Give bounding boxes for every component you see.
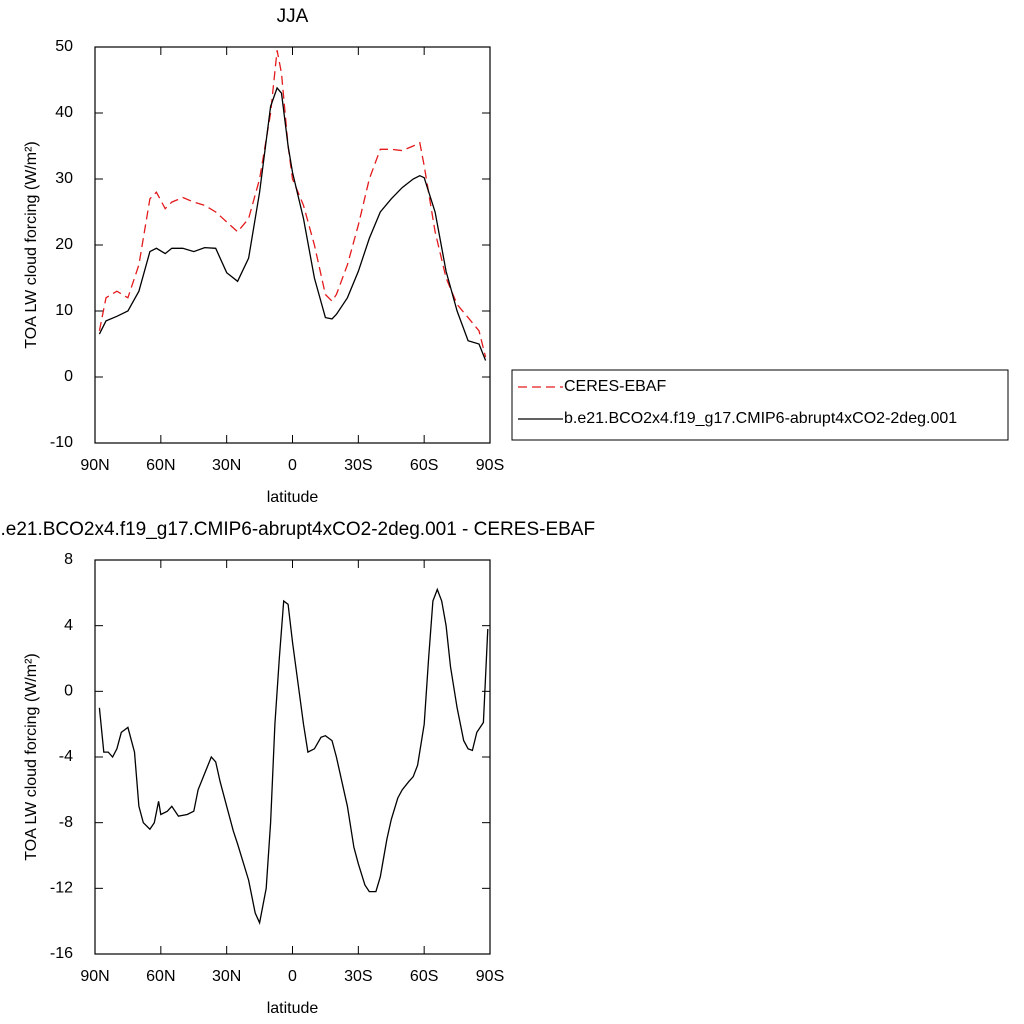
y-axis-label: TOA LW cloud forcing (W/m²) [23, 141, 40, 348]
legend-label: b.e21.BCO2x4.f19_g17.CMIP6-abrupt4xCO2-2… [564, 410, 957, 427]
plot-frame [94, 559, 491, 955]
y-tick-label: -10 [50, 434, 73, 451]
x-tick-label: 60N [146, 968, 175, 985]
y-tick-label: -8 [59, 814, 73, 831]
y-tick-label: 10 [55, 302, 73, 319]
chart-title: b.e21.BCO2x4.f19_g17.CMIP6-abrupt4xCO2-2… [0, 519, 595, 540]
x-tick-label: 30S [344, 968, 372, 985]
y-tick-label: 4 [64, 617, 73, 634]
chart-title: JJA [277, 6, 309, 27]
x-axis-label: latitude [267, 489, 319, 506]
y-tick-label: 50 [55, 38, 73, 55]
x-axis-label: latitude [267, 1000, 319, 1017]
y-tick-label: 30 [55, 170, 73, 187]
x-tick-label: 90N [80, 968, 109, 985]
x-tick-label: 0 [288, 968, 297, 985]
y-tick-label: 40 [55, 104, 73, 121]
legend-box [511, 369, 1009, 441]
x-tick-label: 30N [212, 968, 241, 985]
y-tick-label: 0 [64, 368, 73, 385]
x-tick-label: 90N [80, 457, 109, 474]
x-tick-label: 60S [410, 968, 438, 985]
x-tick-label: 60N [146, 457, 175, 474]
y-tick-label: 0 [64, 683, 73, 700]
y-tick-label: -4 [59, 748, 73, 765]
y-tick-label: -12 [50, 880, 73, 897]
x-tick-label: 60S [410, 457, 438, 474]
data-line [98, 587, 489, 925]
data-line [98, 86, 487, 361]
data-line [98, 50, 487, 358]
x-tick-label: 0 [288, 457, 297, 474]
plot-frame [94, 46, 491, 444]
x-tick-label: 90S [476, 457, 504, 474]
y-tick-label: 8 [64, 551, 73, 568]
x-tick-label: 90S [476, 968, 504, 985]
y-axis-label: TOA LW cloud forcing (W/m²) [23, 653, 40, 860]
y-tick-label: -16 [50, 945, 73, 962]
x-tick-label: 30S [344, 457, 372, 474]
y-tick-label: 20 [55, 236, 73, 253]
x-tick-label: 30N [212, 457, 241, 474]
legend-label: CERES-EBAF [564, 378, 666, 395]
